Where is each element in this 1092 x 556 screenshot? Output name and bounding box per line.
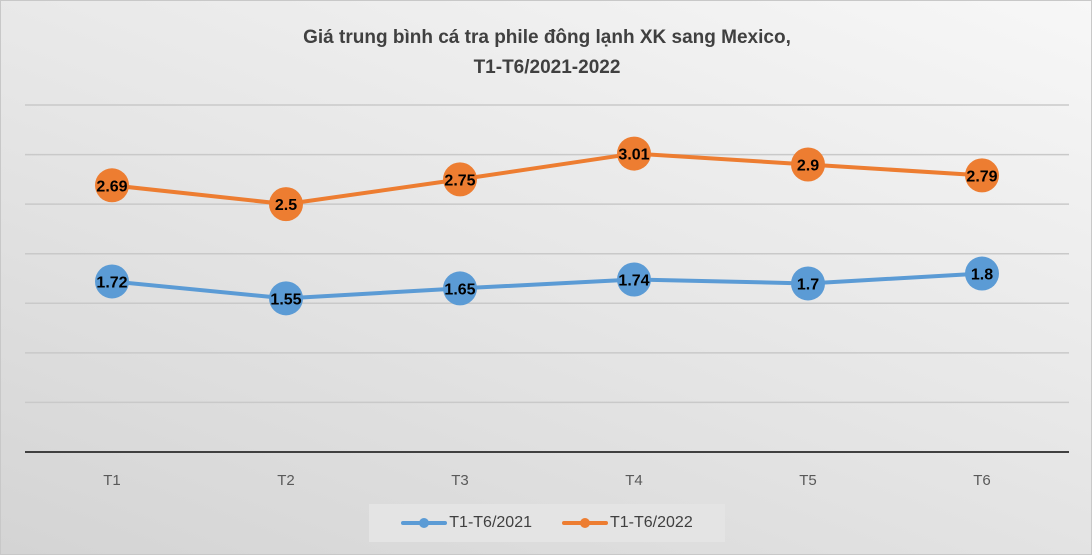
data-point bbox=[965, 158, 999, 193]
data-point bbox=[965, 256, 999, 291]
series-line-0 bbox=[111, 271, 983, 301]
data-point bbox=[791, 147, 825, 182]
x-tick-label: T3 bbox=[451, 472, 469, 489]
data-label: 2.79 bbox=[966, 168, 997, 185]
legend-label-2021: T1-T6/2021 bbox=[449, 514, 532, 531]
data-label: 1.8 bbox=[971, 267, 993, 284]
data-point bbox=[617, 262, 651, 297]
legend: T1-T6/2021 T1-T6/2022 bbox=[369, 504, 725, 542]
series-line-1 bbox=[111, 151, 983, 207]
data-point bbox=[269, 187, 303, 222]
legend-item-2021[interactable]: T1-T6/2021 bbox=[401, 514, 532, 532]
x-tick-label: T1 bbox=[103, 472, 121, 489]
data-point bbox=[617, 136, 651, 171]
legend-marker-2022 bbox=[562, 518, 608, 528]
x-tick-label: T4 bbox=[625, 472, 643, 489]
legend-label-2022: T1-T6/2022 bbox=[610, 514, 693, 531]
data-point bbox=[269, 281, 303, 316]
data-label: 3.01 bbox=[618, 147, 649, 164]
data-label: 1.7 bbox=[797, 276, 819, 293]
data-point bbox=[443, 162, 477, 197]
legend-item-2022[interactable]: T1-T6/2022 bbox=[562, 514, 693, 532]
x-tick-label: T2 bbox=[277, 472, 295, 489]
data-label: 2.75 bbox=[444, 172, 475, 189]
data-label: 1.65 bbox=[444, 281, 475, 298]
x-tick-label: T6 bbox=[973, 472, 991, 489]
data-label: 2.5 bbox=[275, 197, 297, 214]
data-point bbox=[95, 168, 129, 203]
title-line-2: T1-T6/2021-2022 bbox=[473, 57, 621, 78]
title-line-1: Giá trung bình cá tra phile đông lạnh XK… bbox=[303, 27, 791, 48]
data-label: 1.72 bbox=[96, 274, 127, 291]
data-point bbox=[95, 264, 129, 299]
legend-marker-2021 bbox=[401, 518, 448, 528]
chart-title: Giá trung bình cá tra phile đông lạnh XK… bbox=[1, 23, 1092, 83]
x-tick-label: T5 bbox=[799, 472, 817, 489]
data-point bbox=[791, 266, 825, 301]
data-point bbox=[443, 271, 477, 306]
data-label: 1.74 bbox=[618, 272, 649, 289]
data-label: 1.55 bbox=[270, 291, 301, 308]
data-label: 2.9 bbox=[797, 157, 819, 174]
data-label: 2.69 bbox=[96, 178, 127, 195]
